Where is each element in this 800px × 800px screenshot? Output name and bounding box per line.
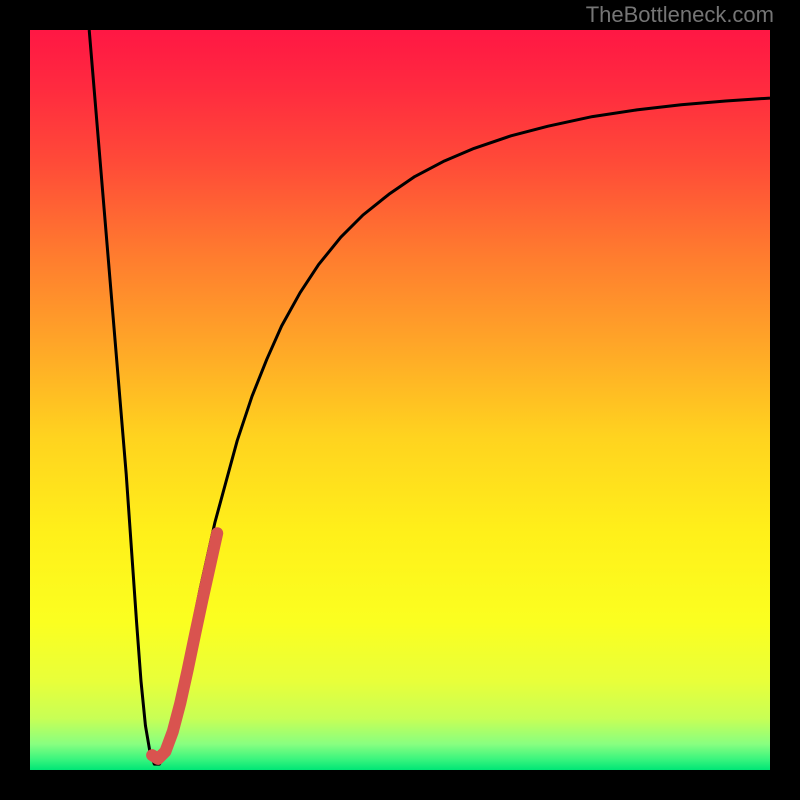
chart-svg <box>0 0 800 800</box>
watermark-text: TheBottleneck.com <box>586 2 774 28</box>
chart-frame: TheBottleneck.com <box>0 0 800 800</box>
plot-background <box>30 30 770 770</box>
